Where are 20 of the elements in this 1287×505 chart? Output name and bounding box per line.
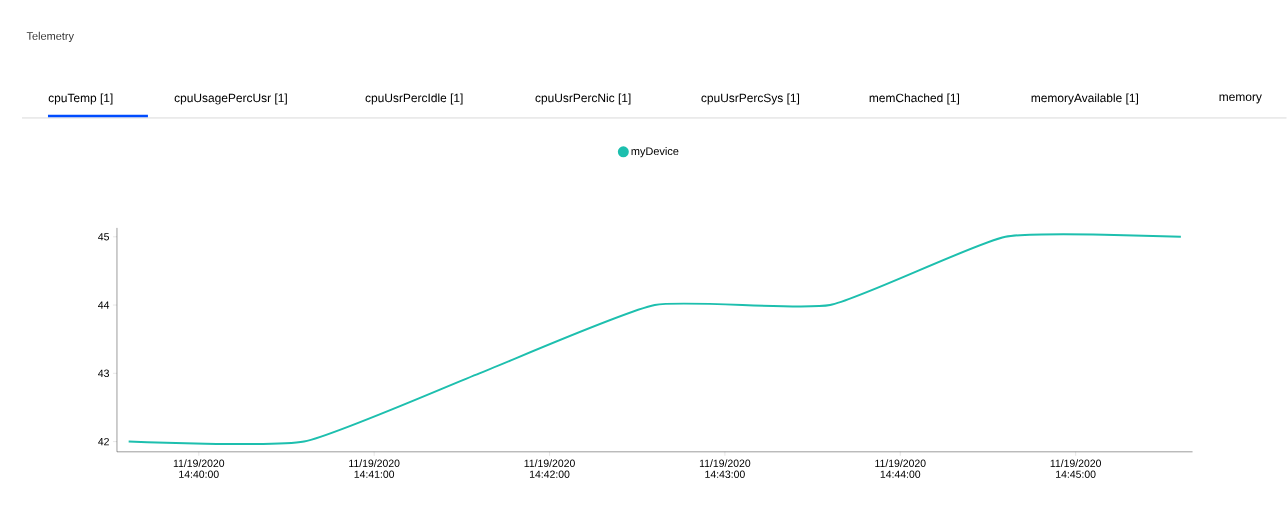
- y-tick-label: 44: [98, 301, 110, 309]
- text: cpuTemp [1]: [48, 93, 113, 105]
- text: cpuUsrPercIdle [1]: [365, 93, 463, 105]
- x-tick-label: 11/19/2020 14:41:00: [349, 459, 400, 479]
- x-tick-label: 11/19/2020 14:42:00: [524, 459, 575, 479]
- text: cpuUsrPercNic [1]: [535, 93, 631, 105]
- legend-label: myDevice: [631, 147, 679, 158]
- y-tick-label: 43: [98, 369, 109, 378]
- y-tick-label: 45: [98, 233, 109, 241]
- text: memory: [1219, 94, 1262, 104]
- text: cpuUsrPercSys [1]: [701, 93, 800, 105]
- text: cpuUsagePercUsr [1]: [174, 93, 287, 105]
- x-tick-label: 11/19/2020 14:44:00: [875, 459, 926, 479]
- y-tick-label: 42: [98, 438, 109, 446]
- x-tick-label: 11/19/2020 14:43:00: [699, 459, 751, 479]
- chart-title: Telemetry: [26, 31, 74, 43]
- text: memChached [1]: [869, 93, 959, 105]
- text: memoryAvailable [1]: [1031, 93, 1138, 105]
- x-tick-label: 11/19/2020 14:45:00: [1050, 459, 1101, 479]
- x-tick-label: 11/19/2020 14:40:00: [173, 459, 225, 479]
